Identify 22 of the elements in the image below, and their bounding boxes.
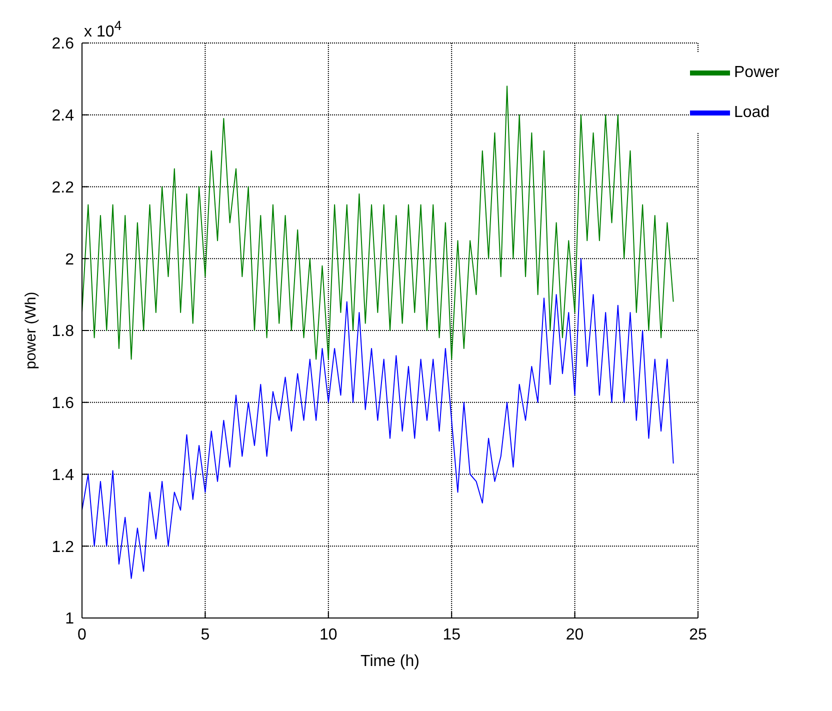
x-tick-label: 0: [78, 626, 87, 644]
legend-label: Power: [734, 64, 780, 82]
x-tick-label: 10: [320, 626, 338, 644]
y-tick-label: 2: [65, 251, 74, 268]
y-tick-label: 2.4: [52, 108, 74, 125]
y-axis-title: power (Wh): [22, 292, 40, 370]
y-tick-label: 1.2: [52, 538, 74, 556]
x-tick-label: 25: [689, 626, 707, 644]
y-tick-label: 1.6: [52, 395, 74, 412]
y-tick-label: 2.6: [52, 36, 74, 53]
legend-label: Load: [734, 104, 770, 122]
x-tick-label: 15: [442, 626, 461, 644]
x-tick-label: 20: [566, 626, 584, 644]
line-series: [82, 86, 674, 360]
x-tick-label: 5: [200, 626, 210, 644]
y-tick-label: 1: [65, 610, 74, 628]
x-axis-title: Time (h): [360, 653, 420, 670]
y-tick-label: 1.4: [52, 466, 74, 484]
y-tick-label: 1.8: [52, 323, 74, 340]
y-tick-label: 2.2: [52, 179, 74, 196]
line-series: [82, 258, 674, 579]
text: x 10$^{4}$: [84, 18, 122, 42]
